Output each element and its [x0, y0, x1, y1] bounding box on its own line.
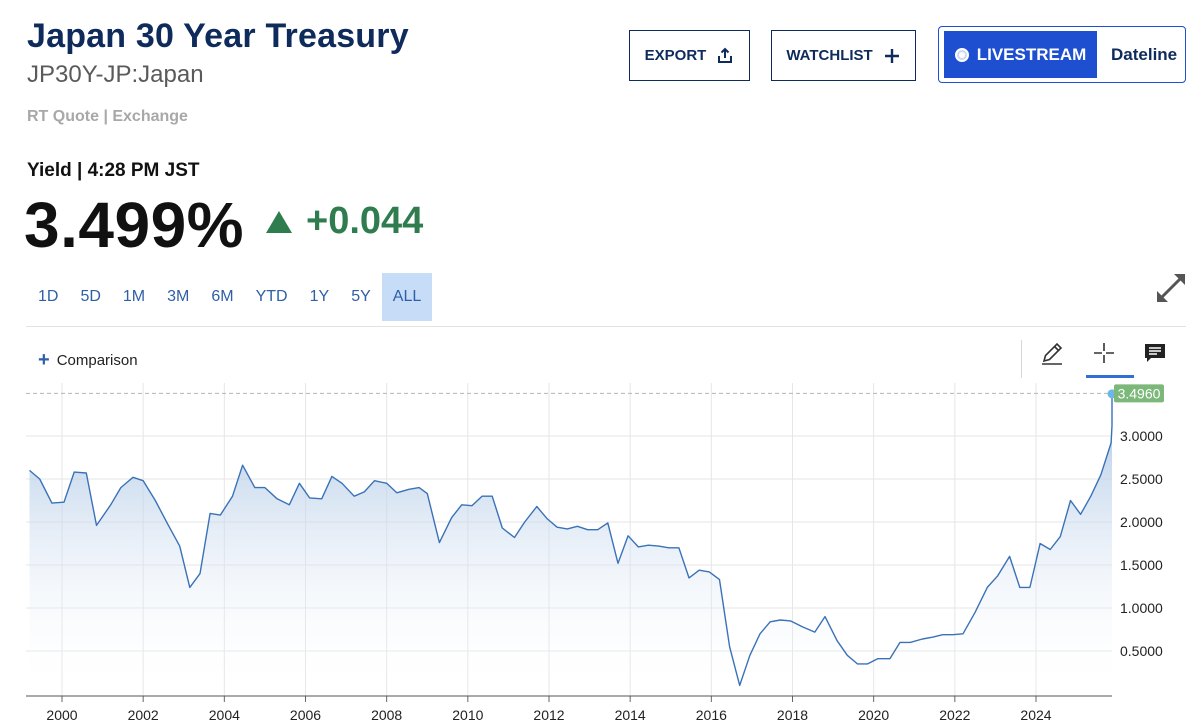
price-value: 3.499% [24, 189, 245, 261]
x-tick-label: 2002 [128, 707, 159, 723]
x-tick-label: 2010 [452, 707, 483, 723]
livestream-label: LIVESTREAM [976, 44, 1087, 64]
x-tick-label: 2008 [371, 707, 402, 723]
x-tick-label: 2016 [696, 707, 727, 723]
quote-source: RT Quote | Exchange [27, 108, 188, 125]
y-tick-label: 1.0000 [1120, 600, 1163, 616]
chart-panel [26, 326, 1186, 726]
yield-timestamp: Yield | 4:28 PM JST [27, 160, 200, 181]
toolbar-divider [1021, 340, 1022, 378]
notes-icon [1145, 344, 1165, 362]
change-value: +0.044 [306, 200, 424, 242]
watchlist-label: WATCHLIST [786, 47, 873, 64]
range-tab-all[interactable]: ALL [381, 273, 433, 321]
range-tab-1m[interactable]: 1M [122, 288, 146, 305]
crosshair-icon [1094, 343, 1114, 363]
x-tick-label: 2018 [777, 707, 808, 723]
x-tick-label: 2000 [46, 707, 77, 723]
x-tick-label: 2022 [939, 707, 970, 723]
live-dot-icon [954, 47, 969, 62]
livestream-button[interactable]: LIVESTREAM [944, 31, 1097, 78]
range-tab-1y[interactable]: 1Y [309, 288, 330, 305]
export-button[interactable]: EXPORT [629, 30, 750, 81]
comparison-button[interactable]: + Comparison [38, 350, 138, 370]
x-tick-label: 2012 [533, 707, 564, 723]
watchlist-button[interactable]: WATCHLIST [771, 30, 916, 81]
expand-icon[interactable] [1154, 271, 1188, 305]
export-label: EXPORT [644, 47, 707, 64]
x-tick-label: 2024 [1020, 707, 1051, 723]
last-value-label: 3.4960 [1118, 385, 1161, 401]
livestream-panel: LIVESTREAM Dateline [938, 26, 1186, 83]
page-title: Japan 30 Year Treasury [27, 17, 409, 55]
up-arrow-icon [266, 210, 292, 233]
active-tool-indicator [1086, 375, 1134, 378]
plus-icon [884, 48, 899, 63]
range-tab-6m[interactable]: 6M [211, 288, 234, 305]
notes-tool-button[interactable] [1138, 338, 1172, 368]
last-value-badge [1114, 384, 1164, 403]
range-tab-1d[interactable]: 1D [38, 288, 59, 305]
range-tab-5d[interactable]: 5D [80, 288, 101, 305]
x-tick-label: 2014 [615, 707, 646, 723]
y-tick-label: 2.5000 [1120, 471, 1163, 487]
symbol-subtitle: JP30Y-JP:Japan [27, 61, 204, 88]
plus-icon: + [38, 349, 50, 371]
change-indicator: +0.044 [266, 200, 423, 243]
range-tab-3m[interactable]: 3M [167, 288, 190, 305]
y-tick-label: 0.5000 [1120, 643, 1163, 659]
series-area-fill [29, 393, 1112, 696]
comparison-label: Comparison [56, 351, 138, 369]
y-tick-label: 3.0000 [1120, 428, 1163, 444]
pencil-icon [1042, 342, 1063, 365]
share-icon [718, 47, 733, 63]
dateline-link[interactable]: Dateline [1111, 45, 1178, 64]
x-tick-label: 2020 [858, 707, 889, 723]
x-tick-label: 2004 [209, 707, 240, 723]
range-tab-5y[interactable]: 5Y [351, 288, 371, 305]
x-tick-label: 2006 [290, 707, 321, 723]
draw-tool-button[interactable] [1035, 338, 1069, 368]
crosshair-tool-button[interactable] [1087, 338, 1121, 368]
y-tick-label: 2.0000 [1120, 514, 1163, 530]
y-tick-label: 1.5000 [1120, 557, 1163, 573]
range-tab-ytd[interactable]: YTD [255, 288, 288, 305]
series-line [29, 393, 1113, 687]
range-tabs: 1D 5D 1M 3M 6M YTD 1Y 5Y ALL [27, 273, 433, 321]
